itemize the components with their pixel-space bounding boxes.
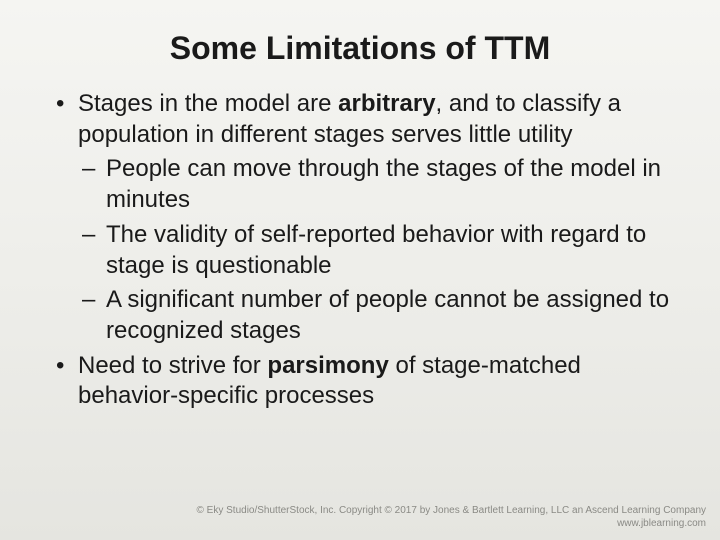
sub-bullet-item: The validity of self-reported behavior w… — [78, 220, 670, 281]
bullet-item: Stages in the model are arbitrary, and t… — [50, 89, 670, 347]
footer: © Eky Studio/ShutterStock, Inc. Copyrigh… — [197, 505, 706, 530]
bullet-text-pre: Need to strive for — [78, 352, 267, 379]
footer-copyright: © Eky Studio/ShutterStock, Inc. Copyrigh… — [197, 505, 706, 518]
bullet-item: Need to strive for parsimony of stage-ma… — [50, 351, 670, 412]
bullet-text-bold: arbitrary — [338, 90, 435, 117]
slide: Some Limitations of TTM Stages in the mo… — [0, 0, 720, 540]
bullet-list: Stages in the model are arbitrary, and t… — [50, 89, 670, 412]
sub-bullet-item: People can move through the stages of th… — [78, 154, 670, 215]
sub-bullet-item: A significant number of people cannot be… — [78, 285, 670, 346]
slide-title: Some Limitations of TTM — [50, 30, 670, 67]
footer-url: www.jblearning.com — [197, 518, 706, 531]
sub-bullet-list: People can move through the stages of th… — [78, 154, 670, 346]
bullet-text-bold: parsimony — [267, 352, 388, 379]
bullet-text-pre: Stages in the model are — [78, 90, 338, 117]
